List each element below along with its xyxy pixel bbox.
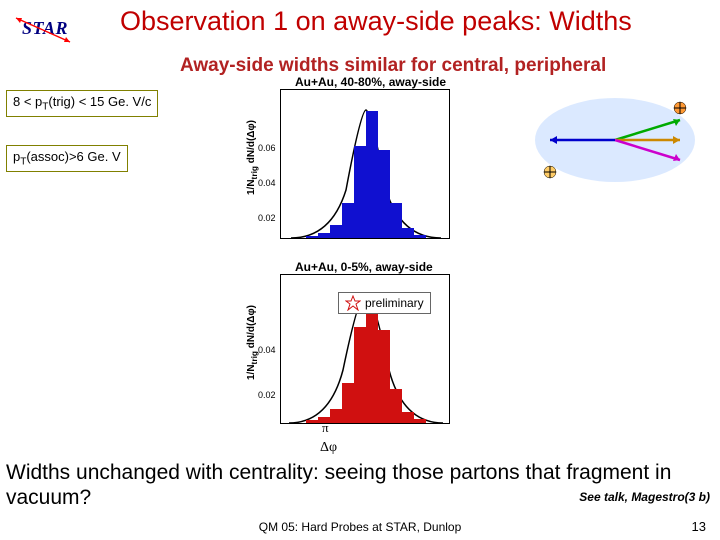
- cut-box-trig: 8 < pT(trig) < 15 Ge. V/c: [6, 90, 158, 117]
- histogram-bar: [306, 236, 318, 238]
- chart2-ytick: 0.02: [258, 390, 276, 400]
- histogram-bar: [366, 111, 378, 239]
- histogram-bar: [330, 225, 342, 238]
- footer-text: QM 05: Hard Probes at STAR, Dunlop: [0, 520, 720, 534]
- histogram-bar: [402, 412, 414, 423]
- histogram-bar: [378, 330, 390, 424]
- chart1-ytick: 0.06: [258, 143, 276, 153]
- cut-trig-text: 8 < pT(trig) < 15 Ge. V/c: [13, 94, 151, 109]
- histogram-bar: [342, 383, 354, 423]
- histogram-bar: [354, 327, 366, 423]
- star-logo-arrows: [8, 10, 78, 50]
- xlabel-pi: π: [322, 420, 329, 436]
- preliminary-text: preliminary: [365, 296, 424, 310]
- chart2-ylabel: 1/Ntrig dN/d(Δφ): [246, 305, 259, 380]
- chart2-dataset-label: Au+Au, 0-5%, away-side: [295, 260, 433, 274]
- chart2-ytick: 0.04: [258, 345, 276, 355]
- xlabel-dphi: Δφ: [320, 440, 337, 456]
- slide-title: Observation 1 on away-side peaks: Widths: [120, 6, 632, 37]
- star-icon: [345, 295, 361, 311]
- page-number: 13: [692, 519, 706, 534]
- histogram-bar: [342, 203, 354, 238]
- histogram-bar: [414, 235, 426, 238]
- cut-box-assoc: pT(assoc)>6 Ge. V: [6, 145, 128, 172]
- preliminary-badge: preliminary: [338, 292, 431, 314]
- chart-peripheral: Au+Au, 40-80%, away-side σΔφ = 0.22 ± 0.…: [240, 75, 460, 255]
- histogram-bar: [390, 389, 402, 423]
- chart-central: Au+Au, 0-5%, away-side σΔφ = 0.25 ± 0.03…: [240, 260, 460, 440]
- histogram-bar: [378, 150, 390, 238]
- histogram-bar: [390, 203, 402, 238]
- chart1-ytick: 0.04: [258, 178, 276, 188]
- histogram-bar: [354, 146, 366, 238]
- histogram-bar: [318, 233, 330, 238]
- star-logo: STAR: [22, 18, 68, 39]
- histogram-bar: [366, 296, 378, 424]
- histogram-bar: [402, 228, 414, 238]
- chart1-dataset-label: Au+Au, 40-80%, away-side: [295, 75, 446, 89]
- chart1-ytick: 0.02: [258, 213, 276, 223]
- histogram-bar: [330, 409, 342, 423]
- chart1-plot-area: [280, 89, 450, 239]
- subheading: Away-side widths similar for central, pe…: [180, 55, 606, 77]
- cut-assoc-text: pT(assoc)>6 Ge. V: [13, 149, 121, 164]
- see-talk-note: See talk, Magestro(3 b): [579, 490, 710, 504]
- collision-diagram: [530, 90, 700, 195]
- histogram-bar: [306, 420, 318, 423]
- histogram-bar: [414, 419, 426, 423]
